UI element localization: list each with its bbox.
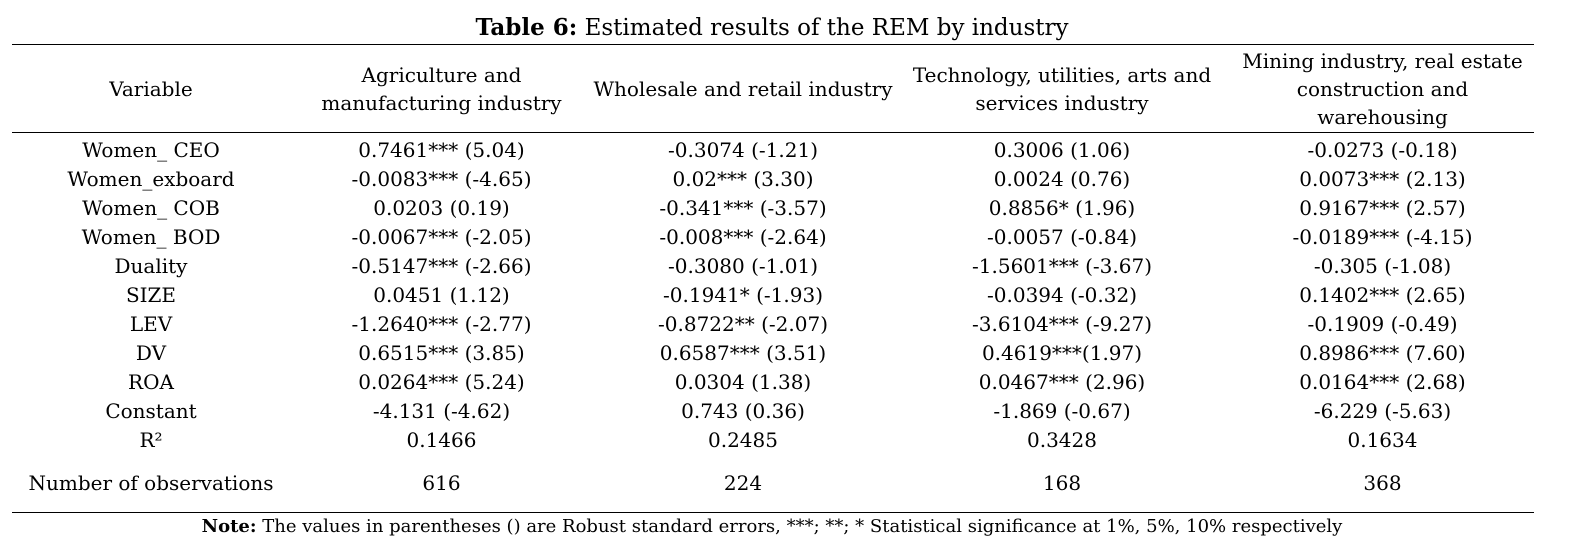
table-title: Table 6: Estimated results of the REM by… bbox=[0, 13, 1544, 43]
table-cell: 0.1634 bbox=[1347, 427, 1418, 452]
table-row: Women_ CEO 0.7461*** (5.04) -0.3074 (-1.… bbox=[12, 133, 1534, 164]
row-label: R² bbox=[139, 427, 163, 452]
table-row: Duality -0.5147*** (-2.66) -0.3080 (-1.0… bbox=[12, 251, 1534, 280]
table-cell: -0.5147*** (-2.66) bbox=[351, 253, 532, 278]
table-row: R² 0.1466 0.2485 0.3428 0.1634 bbox=[12, 425, 1534, 454]
table-cell: 0.6515*** (3.85) bbox=[358, 340, 525, 365]
table-note-label: Note: bbox=[201, 516, 257, 537]
table-cell: 0.7461*** (5.04) bbox=[358, 137, 525, 162]
table-cell: 0.743 (0.36) bbox=[681, 398, 805, 423]
table-cell: -0.1909 (-0.49) bbox=[1307, 311, 1458, 336]
table-cell: -0.1941* (-1.93) bbox=[663, 282, 823, 307]
table-cell: 0.4619***(1.97) bbox=[981, 340, 1143, 365]
table-cell: -0.008*** (-2.64) bbox=[659, 224, 827, 249]
table-cell: -0.0083*** (-4.65) bbox=[351, 166, 532, 191]
table-cell: -0.3080 (-1.01) bbox=[668, 253, 818, 278]
row-label: Duality bbox=[114, 253, 188, 278]
table-cell: 0.1466 bbox=[406, 427, 477, 452]
table-row: Constant -4.131 (-4.62) 0.743 (0.36) -1.… bbox=[12, 396, 1534, 425]
row-label: LEV bbox=[129, 311, 173, 336]
table-row: Women_ COB 0.0203 (0.19) -0.341*** (-3.5… bbox=[12, 193, 1534, 222]
table-cell: 0.0024 (0.76) bbox=[993, 166, 1131, 191]
table-cell: -0.305 (-1.08) bbox=[1313, 253, 1452, 278]
table-cell: -1.869 (-0.67) bbox=[993, 398, 1131, 423]
table-cell: 616 bbox=[422, 471, 461, 495]
table-bottom-rule bbox=[12, 512, 1534, 513]
table-row: Number of observations 616 224 168 368 bbox=[12, 454, 1534, 512]
table-note-text: The values in parentheses () are Robust … bbox=[256, 516, 1343, 537]
table-cell: 0.2485 bbox=[708, 427, 778, 452]
table-note: Note: The values in parentheses () are R… bbox=[0, 515, 1544, 539]
table-cell: -3.6104*** (-9.27) bbox=[972, 311, 1152, 336]
header-agriculture-manufacturing: Agriculture and manufacturing industry bbox=[321, 63, 562, 115]
row-label: Women_ BOD bbox=[81, 224, 221, 249]
table-cell: 0.8986*** (7.60) bbox=[1299, 340, 1466, 365]
table-row: DV 0.6515*** (3.85) 0.6587*** (3.51) 0.4… bbox=[12, 338, 1534, 367]
row-label: Women_exboard bbox=[67, 166, 235, 191]
table-cell: 0.8856* (1.96) bbox=[988, 195, 1136, 220]
table-title-text: Estimated results of the REM by industry bbox=[577, 15, 1069, 41]
header-mining-real-estate: Mining industry, real estate constructio… bbox=[1242, 49, 1523, 129]
table-cell: 0.0451 (1.12) bbox=[373, 282, 510, 307]
table-row: LEV -1.2640*** (-2.77) -0.8722** (-2.07)… bbox=[12, 309, 1534, 338]
table-row: ROA 0.0264*** (5.24) 0.0304 (1.38) 0.046… bbox=[12, 367, 1534, 396]
table-cell: 0.02*** (3.30) bbox=[672, 166, 814, 191]
table-cell: 0.3006 (1.06) bbox=[993, 137, 1131, 162]
table-cell: -0.0273 (-0.18) bbox=[1307, 137, 1458, 162]
table-cell: -0.0067*** (-2.05) bbox=[351, 224, 532, 249]
header-variable: Variable bbox=[109, 77, 193, 101]
table-header-rule bbox=[12, 132, 1534, 133]
table-cell: 0.6587*** (3.51) bbox=[659, 340, 827, 365]
table-cell: 0.3428 bbox=[1027, 427, 1097, 452]
table-cell: 0.0073*** (2.13) bbox=[1299, 166, 1466, 191]
table-cell: -0.0189*** (-4.15) bbox=[1292, 224, 1473, 249]
table-cell: 0.0304 (1.38) bbox=[674, 369, 812, 394]
table-title-label: Table 6: bbox=[475, 14, 578, 41]
table-cell: 0.0264*** (5.24) bbox=[358, 369, 525, 394]
row-label: Women_ COB bbox=[82, 195, 220, 220]
table-cell: -4.131 (-4.62) bbox=[372, 398, 511, 423]
table-cell: -0.0394 (-0.32) bbox=[987, 282, 1137, 307]
row-label: DV bbox=[135, 340, 167, 365]
table-cell: -0.8722** (-2.07) bbox=[658, 311, 828, 336]
table-row: Women_ BOD -0.0067*** (-2.05) -0.008*** … bbox=[12, 222, 1534, 251]
table-cell: 224 bbox=[723, 471, 763, 495]
row-label: SIZE bbox=[125, 282, 177, 307]
header-technology-utilities: Technology, utilities, arts and services… bbox=[912, 63, 1212, 115]
header-wholesale-retail: Wholesale and retail industry bbox=[593, 77, 893, 101]
table-cell: -1.2640*** (-2.77) bbox=[351, 311, 532, 336]
table-cell: 0.0164*** (2.68) bbox=[1299, 369, 1466, 394]
table-cell: 0.9167*** (2.57) bbox=[1299, 195, 1466, 220]
table-cell: -0.341*** (-3.57) bbox=[659, 195, 827, 220]
table-cell: 368 bbox=[1363, 471, 1402, 495]
table-cell: 0.0203 (0.19) bbox=[373, 195, 510, 220]
header-row: Variable Agriculture and manufacturing i… bbox=[12, 45, 1534, 133]
table-cell: 0.1402*** (2.65) bbox=[1299, 282, 1466, 307]
row-label: Constant bbox=[105, 398, 197, 423]
table-top-rule bbox=[12, 44, 1534, 45]
row-label: Number of observations bbox=[28, 471, 274, 495]
table-row: SIZE 0.0451 (1.12) -0.1941* (-1.93) -0.0… bbox=[12, 280, 1534, 309]
row-label: Women_ CEO bbox=[82, 137, 220, 162]
table-cell: 168 bbox=[1042, 471, 1082, 495]
table-cell: -0.3074 (-1.21) bbox=[668, 137, 818, 162]
table-cell: -0.0057 (-0.84) bbox=[987, 224, 1137, 249]
table-row: Women_exboard -0.0083*** (-4.65) 0.02***… bbox=[12, 164, 1534, 193]
results-table: Variable Agriculture and manufacturing i… bbox=[12, 45, 1534, 512]
row-label: ROA bbox=[128, 369, 174, 394]
table-cell: -1.5601*** (-3.67) bbox=[972, 253, 1152, 278]
table-cell: -6.229 (-5.63) bbox=[1313, 398, 1452, 423]
table-cell: 0.0467*** (2.96) bbox=[978, 369, 1146, 394]
